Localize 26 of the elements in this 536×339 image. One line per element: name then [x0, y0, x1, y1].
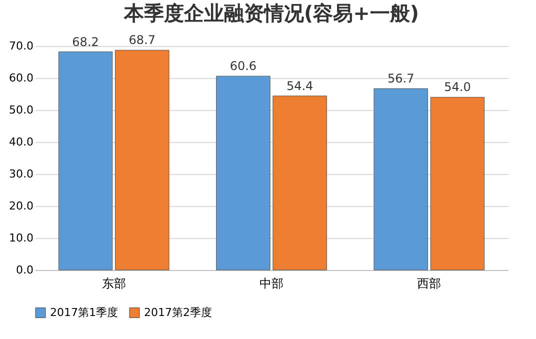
y-tick-label: 50.0	[9, 104, 34, 116]
y-tick-label: 40.0	[9, 136, 34, 148]
legend-label: 2017第2季度	[144, 306, 212, 319]
legend-label: 2017第1季度	[50, 306, 118, 319]
data-label: 68.2	[72, 34, 99, 49]
bar	[115, 50, 170, 270]
data-label: 54.4	[286, 78, 314, 93]
x-tick-label: 东部	[102, 276, 126, 290]
data-label: 56.7	[388, 72, 414, 86]
y-tick-label: 70.0	[9, 40, 34, 52]
y-tick-label: 0.0	[16, 264, 34, 276]
y-tick-label: 20.0	[9, 200, 34, 212]
data-label: 60.6	[230, 59, 257, 74]
bar	[272, 96, 327, 270]
bar	[430, 96, 485, 270]
y-tick-label: 60.0	[9, 72, 34, 84]
data-label: 68.7	[128, 33, 156, 48]
bar	[374, 88, 428, 270]
x-tick-label: 西部	[417, 276, 442, 290]
y-tick-label: 30.0	[9, 168, 34, 180]
data-label: 54.0	[444, 80, 471, 94]
bar	[216, 76, 270, 270]
x-tick-label: 中部	[260, 276, 284, 290]
y-tick-label: 10.0	[9, 232, 34, 244]
bar	[58, 52, 113, 270]
chart-title: 本季度企业融资情况(容易+一般)	[122, 1, 420, 26]
